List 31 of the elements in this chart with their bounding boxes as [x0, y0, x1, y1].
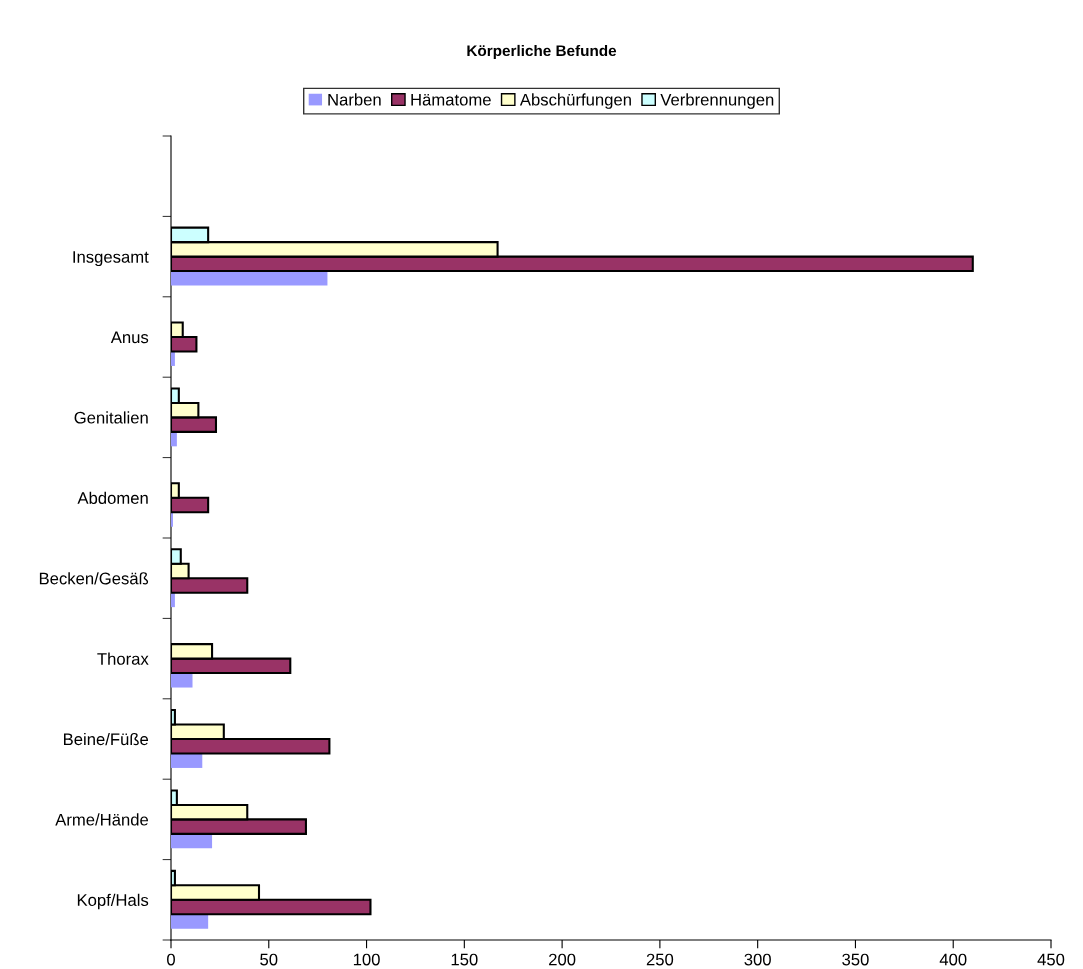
legend-label: Hämatome: [411, 93, 491, 106]
x-tick-label: 400: [939, 953, 967, 966]
y-tick-label: Genitalien: [74, 411, 148, 424]
x-tick-label: 0: [167, 953, 175, 966]
legend-label: Verbrennungen: [660, 93, 774, 109]
y-tick-label: Arme/Hände: [55, 813, 149, 826]
bar: [171, 833, 213, 849]
x-tick-label: 450: [1037, 953, 1065, 966]
y-tick-label: Kopf/Hals: [77, 893, 149, 910]
bar: [171, 431, 177, 447]
x-tick-label: 150: [451, 953, 478, 966]
x-tick-label: 50: [260, 953, 278, 966]
y-tick-label: Abdomen: [77, 491, 148, 504]
bar: [171, 673, 193, 688]
y-tick-label: Thorax: [97, 652, 149, 665]
bar: [171, 351, 175, 366]
bar: [171, 271, 328, 286]
y-tick-label: Insgesamt: [73, 251, 149, 267]
x-tick-label: 300: [744, 953, 771, 966]
chart-title: Körperliche Befunde: [467, 44, 617, 60]
x-tick-label: 100: [353, 953, 380, 966]
y-tick-label: Beine/Füße: [63, 732, 149, 746]
x-tick-label: 200: [549, 953, 576, 966]
bar: [171, 592, 175, 608]
legend-label: Narben: [328, 93, 381, 106]
bar: [171, 914, 209, 929]
legend-label: Abschürfungen: [519, 93, 631, 109]
y-tick-label: Becken/Gesäß: [39, 572, 149, 585]
y-tick-label: Anus: [110, 331, 149, 344]
x-tick-label: 250: [646, 953, 674, 966]
x-tick-label: 350: [842, 953, 869, 966]
